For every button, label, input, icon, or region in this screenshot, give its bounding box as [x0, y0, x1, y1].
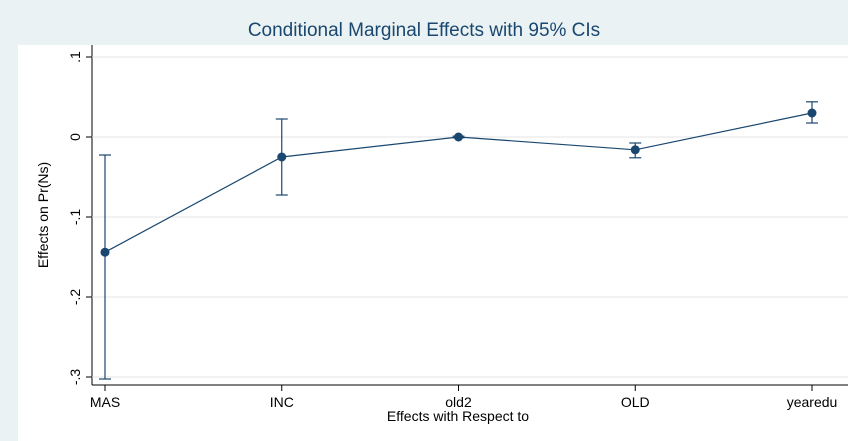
point — [277, 152, 287, 162]
chart-title: Conditional Marginal Effects with 95% CI… — [248, 20, 600, 41]
x-tick-label: yearedu — [787, 394, 838, 410]
point — [807, 108, 817, 118]
y-tick-label: -.2 — [67, 289, 83, 306]
x-tick-label: MAS — [90, 394, 120, 410]
x-tick-label: OLD — [621, 394, 650, 410]
y-tick-label: 0 — [67, 133, 83, 141]
y-tick-label: -.3 — [67, 369, 83, 386]
y-tick-label: -.1 — [67, 209, 83, 226]
x-tick-label: INC — [270, 394, 294, 410]
y-tick-label: .1 — [67, 51, 83, 63]
point — [454, 132, 463, 142]
y-axis-title: Effects on Pr(Ns) — [35, 162, 51, 268]
plot-background — [18, 45, 848, 441]
point — [630, 145, 640, 155]
x-axis-title: Effects with Respect to — [387, 408, 529, 424]
point — [100, 247, 110, 257]
x-tick-label: old2 — [445, 394, 472, 410]
